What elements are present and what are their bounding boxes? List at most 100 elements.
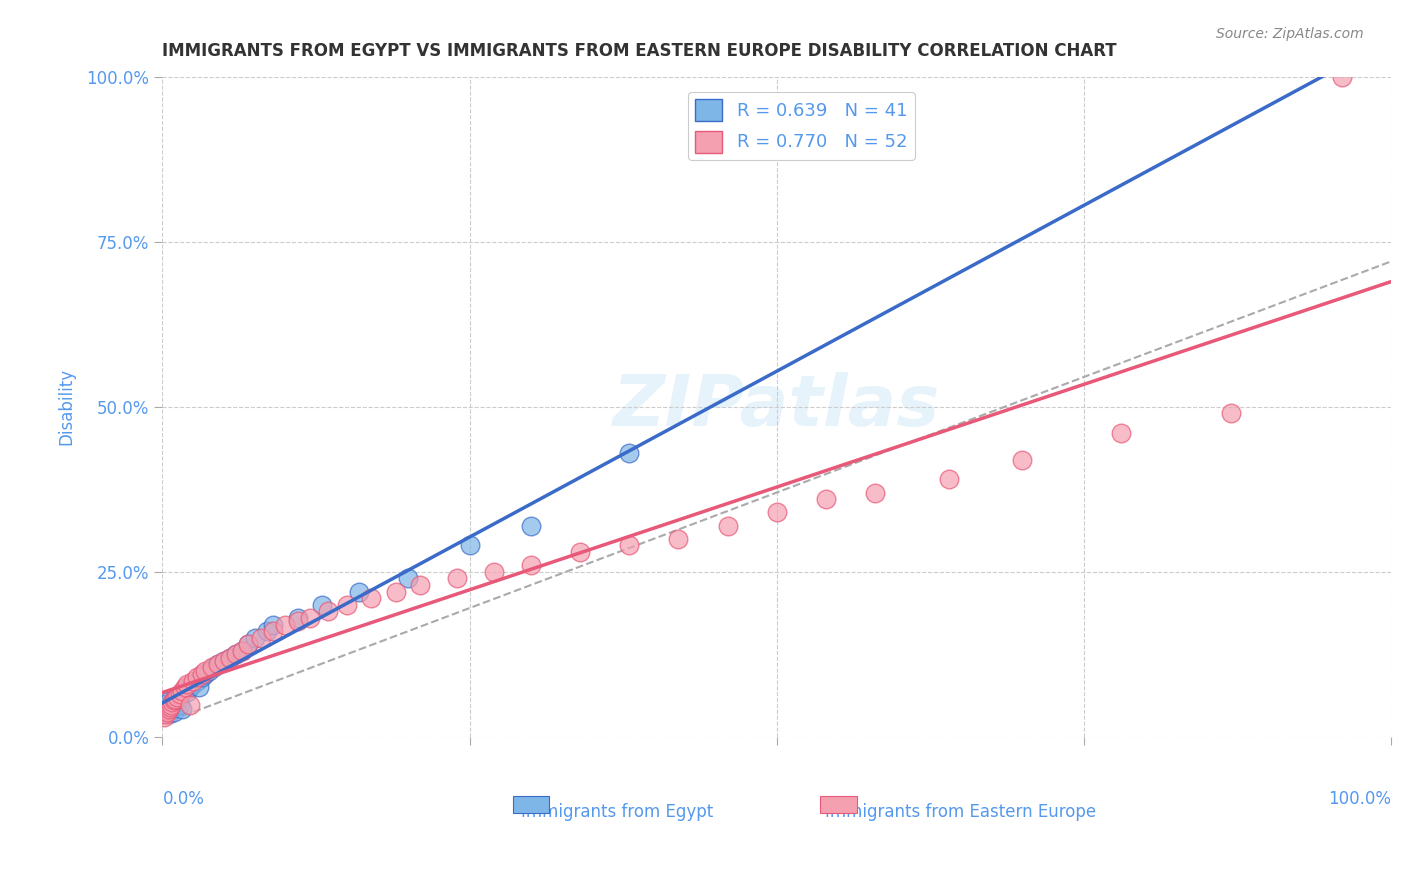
Point [194, 664, 217, 678]
Point [219, 650, 242, 665]
Text: Source: ZipAtlas.com: Source: ZipAtlas.com [1216, 27, 1364, 41]
Text: ZIPatlas: ZIPatlas [613, 372, 941, 442]
Point [179, 680, 201, 694]
Point [181, 677, 204, 691]
Point [396, 571, 419, 585]
Point [159, 693, 181, 707]
Point [169, 687, 191, 701]
Point [162, 693, 184, 707]
Point [231, 644, 253, 658]
Point [188, 680, 211, 694]
Point [198, 664, 221, 678]
Point [243, 631, 266, 645]
Point [446, 571, 468, 585]
Point [155, 697, 177, 711]
Point [256, 624, 278, 639]
Point [191, 667, 214, 681]
Point [207, 657, 229, 672]
Point [249, 631, 271, 645]
Point [569, 545, 592, 559]
Legend: R = 0.639   N = 41, R = 0.770   N = 52: R = 0.639 N = 41, R = 0.770 N = 52 [688, 92, 914, 160]
Point [1220, 406, 1243, 420]
Point [520, 518, 543, 533]
Point [262, 617, 284, 632]
Point [219, 650, 242, 665]
Point [194, 667, 217, 681]
Text: Immigrants from Eastern Europe: Immigrants from Eastern Europe [825, 803, 1097, 821]
Point [156, 703, 179, 717]
Point [201, 660, 224, 674]
Point [157, 702, 180, 716]
Point [458, 538, 481, 552]
Text: 0.0%: 0.0% [163, 789, 204, 807]
Point [191, 670, 214, 684]
Point [716, 518, 738, 533]
Point [238, 637, 260, 651]
Point [619, 538, 641, 552]
Point [668, 532, 690, 546]
Point [173, 680, 195, 694]
Point [207, 657, 229, 672]
Point [619, 446, 641, 460]
Point [262, 624, 284, 639]
Point [166, 696, 188, 710]
Point [814, 492, 837, 507]
Point [162, 696, 184, 710]
Point [169, 698, 191, 712]
Point [186, 670, 208, 684]
Point [212, 654, 235, 668]
Point [173, 682, 195, 697]
Point [287, 611, 309, 625]
Point [160, 698, 183, 712]
Point [1330, 70, 1353, 84]
Point [153, 700, 176, 714]
Point [311, 598, 333, 612]
Point [225, 647, 247, 661]
Point [163, 690, 186, 705]
Point [170, 687, 193, 701]
Point [520, 558, 543, 573]
Point [165, 698, 187, 712]
Point [287, 614, 309, 628]
Point [162, 702, 184, 716]
Point [202, 660, 225, 674]
Point [172, 702, 194, 716]
Point [155, 703, 177, 717]
Point [181, 673, 204, 688]
Point [482, 565, 505, 579]
Point [166, 690, 188, 705]
Point [179, 698, 201, 712]
Text: IMMIGRANTS FROM EGYPT VS IMMIGRANTS FROM EASTERN EUROPE DISABILITY CORRELATION C: IMMIGRANTS FROM EGYPT VS IMMIGRANTS FROM… [163, 42, 1118, 60]
FancyBboxPatch shape [820, 797, 856, 813]
Point [938, 472, 960, 486]
Point [360, 591, 382, 606]
Point [176, 677, 198, 691]
Point [318, 604, 340, 618]
Y-axis label: Disability: Disability [58, 368, 75, 445]
Text: Immigrants from Egypt: Immigrants from Egypt [520, 803, 713, 821]
Point [163, 691, 186, 706]
Point [385, 584, 408, 599]
Point [1011, 452, 1033, 467]
FancyBboxPatch shape [513, 797, 550, 813]
Text: 100.0%: 100.0% [1329, 789, 1391, 807]
Point [238, 637, 260, 651]
Point [156, 705, 179, 719]
Point [863, 485, 886, 500]
Point [231, 644, 253, 658]
Point [409, 578, 432, 592]
Point [336, 598, 359, 612]
Point [765, 505, 787, 519]
Point [160, 700, 183, 714]
Point [274, 617, 297, 632]
Point [347, 584, 370, 599]
Point [162, 705, 184, 719]
Point [172, 683, 194, 698]
Point [167, 693, 190, 707]
Point [153, 706, 176, 721]
Point [186, 673, 208, 688]
Point [1109, 426, 1132, 441]
Point [157, 706, 180, 721]
Point [225, 647, 247, 661]
Point [298, 611, 321, 625]
